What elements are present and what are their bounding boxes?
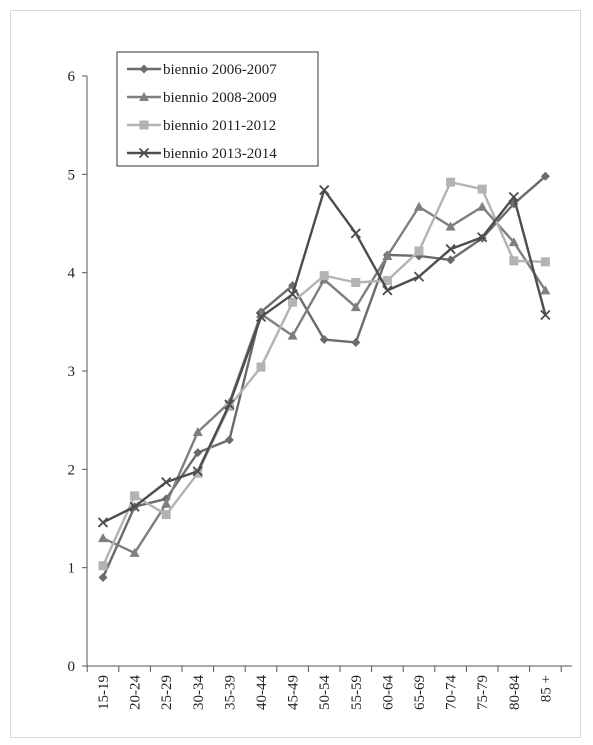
- legend-label: biennio 2008-2009: [163, 90, 277, 106]
- x-tick-label: 55-59: [349, 675, 365, 710]
- legend-item: biennio 2011-2012: [127, 118, 276, 134]
- data-point-diamond: [193, 448, 203, 458]
- x-tick-label: 40-44: [254, 675, 270, 710]
- data-point-triangle: [350, 302, 361, 312]
- data-point-square: [414, 246, 424, 256]
- data-point-triangle: [382, 250, 393, 260]
- data-point-diamond: [139, 64, 149, 74]
- data-point-triangle: [192, 426, 203, 436]
- data-point-square: [193, 468, 203, 478]
- x-tick-label: 45-49: [286, 675, 302, 710]
- x-tick-label: 15-19: [96, 675, 112, 710]
- y-tick-label: 0: [68, 659, 76, 675]
- legend-label: biennio 2006-2007: [163, 62, 277, 78]
- legend-item: biennio 2008-2009: [127, 90, 277, 106]
- y-tick-label: 1: [68, 561, 76, 577]
- data-point-square: [98, 561, 108, 571]
- data-point-x: [319, 184, 330, 196]
- x-tick-label: 50-54: [317, 675, 333, 710]
- x-tick-label: 20-24: [128, 675, 144, 710]
- x-tick-label: 85 +: [538, 675, 554, 702]
- data-point-square: [540, 257, 550, 267]
- legend-item: biennio 2013-2014: [127, 146, 277, 162]
- data-point-diamond: [446, 255, 456, 265]
- x-tick-label: 35-39: [222, 675, 238, 710]
- data-point-square: [319, 271, 329, 281]
- x-tick-label: 65-69: [412, 675, 428, 710]
- data-point-square: [161, 510, 171, 520]
- data-point-diamond: [351, 337, 361, 347]
- y-tick-label: 2: [68, 462, 76, 478]
- data-point-triangle: [477, 201, 488, 211]
- series-line: [102, 205, 547, 555]
- data-point-x: [224, 399, 235, 410]
- data-point-x: [508, 191, 519, 203]
- x-tick-label: 75-79: [475, 675, 491, 710]
- data-point-square: [256, 362, 266, 372]
- legend-item: biennio 2006-2007: [127, 62, 277, 78]
- y-tick-label: 3: [68, 364, 76, 380]
- data-point-triangle: [287, 330, 298, 340]
- data-point-x: [97, 517, 109, 528]
- data-point-square: [477, 184, 487, 194]
- data-point-triangle: [161, 498, 172, 508]
- data-point-x: [192, 466, 203, 477]
- series-2: [98, 201, 551, 557]
- data-point-diamond: [98, 573, 108, 582]
- x-tick-label: 25-29: [159, 675, 175, 710]
- data-point-diamond: [319, 335, 329, 345]
- data-point-x: [138, 147, 150, 159]
- data-point-diamond: [224, 435, 234, 445]
- data-point-triangle: [445, 221, 456, 231]
- x-tick-label: 60-64: [380, 675, 396, 710]
- legend-box: [116, 51, 319, 167]
- data-point-x: [540, 309, 551, 321]
- x-tick-label: 80-84: [507, 675, 523, 710]
- data-point-triangle: [98, 533, 108, 543]
- data-point-triangle: [129, 547, 140, 557]
- data-point-square: [130, 491, 140, 501]
- data-point-square: [288, 297, 298, 307]
- series-4: [97, 184, 551, 528]
- data-point-square: [139, 120, 149, 130]
- data-point-square: [351, 278, 361, 287]
- data-point-x: [445, 243, 456, 255]
- data-point-square: [382, 276, 392, 286]
- y-tick-label: 4: [68, 266, 76, 282]
- data-point-x: [161, 476, 172, 488]
- data-point-square: [509, 256, 519, 266]
- data-point-x: [129, 501, 140, 512]
- legend-label: biennio 2013-2014: [163, 146, 277, 162]
- axes: 0 1 2 3 4 5 6 15-19 20-24 25-29 30-34 35-39 40-44 45-…: [68, 69, 572, 710]
- x-tick-label: 30-34: [191, 675, 207, 710]
- data-point-triangle: [414, 201, 424, 211]
- data-point-x: [477, 232, 488, 243]
- y-tick-label: 5: [68, 167, 76, 183]
- series-layer: [97, 171, 551, 582]
- data-point-square: [446, 177, 456, 187]
- data-point-x: [382, 285, 393, 296]
- legend-label: biennio 2011-2012: [163, 118, 276, 134]
- data-point-triangle: [508, 237, 519, 247]
- x-tick-label: 70-74: [444, 675, 460, 710]
- y-tick-label: 6: [68, 69, 76, 85]
- series-1: [98, 171, 550, 582]
- data-point-triangle: [540, 285, 551, 295]
- legend: biennio 2006-2007 biennio 2008-2009 bienni…: [116, 51, 319, 167]
- data-point-diamond: [540, 171, 550, 181]
- data-point-x: [255, 311, 267, 323]
- data-point-x: [350, 228, 361, 239]
- data-point-triangle: [139, 92, 149, 101]
- data-point-x: [413, 271, 425, 282]
- data-point-x: [287, 289, 298, 300]
